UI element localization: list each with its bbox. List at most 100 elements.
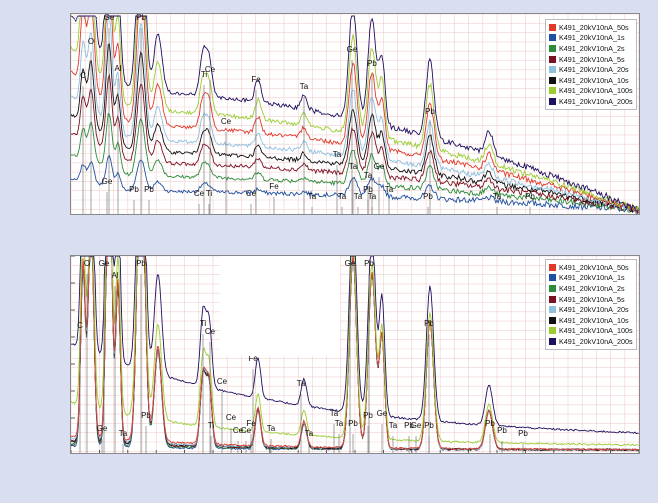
legend-swatch [549, 23, 556, 31]
element-label: Ce [194, 189, 205, 198]
legend-label: K491_20kV10nA_100s [559, 326, 633, 336]
legend-entry: K491_20kV10nA_20s [549, 64, 633, 75]
element-label: Ge [102, 177, 113, 186]
grid [71, 14, 639, 214]
legend-entry: K491_20kV10nA_200s [549, 96, 633, 107]
legend-swatch [549, 316, 556, 324]
legend-swatch [549, 34, 556, 42]
element-label: Pb [518, 429, 528, 438]
element-label: Ce [241, 426, 252, 435]
legend-entry: K491_20kV10nA_50s [549, 22, 633, 33]
element-label: Pb [364, 259, 374, 268]
legend-entry: K491_20kV10nA_5s [549, 54, 633, 65]
series-line [71, 14, 639, 212]
legend-entry: K491_20kV10nA_100s [549, 326, 633, 337]
element-label: Ti [201, 70, 208, 79]
legend-entry: K491_20kV10nA_2s [549, 43, 633, 54]
element-label: Pb [497, 426, 507, 435]
element-label: O [84, 259, 90, 268]
corner-label: Same sp [74, 16, 98, 22]
element-label: Ce [217, 377, 228, 386]
element-label: Ge [99, 259, 110, 268]
legend-entry: K491_20kV10nA_20s [549, 304, 633, 315]
legend-swatch [549, 44, 556, 52]
element-label: Ta [364, 171, 373, 180]
legend-top: K491_20kV10nA_50s K491_20kV10nA_1s K491_20… [545, 19, 637, 110]
legend-swatch [549, 66, 556, 74]
element-label: Fe [248, 354, 258, 363]
legend-swatch [549, 337, 556, 345]
legend-label: K491_20kV10nA_1s [559, 273, 625, 283]
legend-label: K491_20kV10nA_20s [559, 305, 629, 315]
element-label: Pb [485, 419, 495, 428]
series-line [71, 15, 639, 213]
legend-label: K491_20kV10nA_50s [559, 22, 629, 32]
legend-label: K491_20kV10nA_50s [559, 262, 629, 272]
element-label: Ta [349, 162, 358, 171]
element-label: Ta [308, 192, 317, 201]
legend-entry: K491_20kV10nA_2s [549, 283, 633, 294]
element-label: Ta [300, 82, 309, 91]
blank-overlay [220, 256, 340, 356]
element-label: Pb [348, 419, 358, 428]
element-label: Ge [347, 45, 358, 54]
legend-swatch [549, 97, 556, 105]
element-label: Pb [404, 421, 414, 430]
element-label: Ta [267, 424, 276, 433]
element-label: Ti [200, 319, 207, 328]
legend-label: K491_20kV10nA_1s [559, 33, 625, 43]
legend-entry: K491_20kV10nA_100s [549, 86, 633, 97]
element-label: Fe [251, 75, 261, 84]
legend-swatch [549, 327, 556, 335]
element-label: Ge [97, 424, 108, 433]
element-label: Ta [335, 419, 344, 428]
legend-swatch [549, 295, 556, 303]
element-label: Pb [141, 411, 151, 420]
element-label: Ta [297, 379, 306, 388]
element-label: C [80, 71, 86, 80]
element-label: Ge [345, 259, 356, 268]
element-label: Ta [119, 429, 128, 438]
element-label: Ta [354, 192, 363, 201]
element-label: Pb [424, 319, 434, 328]
series-line [71, 112, 639, 214]
legend-swatch [549, 263, 556, 271]
spectrum-chart-bottom: C O Ge Al Pb Ti Ce Fe Ta Ge Pb Ce Pb Ta Ti Ce Ce Ce Fe Ta Ta… [70, 255, 640, 454]
element-label: Ge [374, 162, 385, 171]
legend-label: K491_20kV10nA_2s [559, 283, 625, 293]
element-label: Ce [221, 117, 232, 126]
element-label: Ta [493, 192, 502, 201]
legend-entry: K491_20kV10nA_1s [549, 33, 633, 44]
element-label: Fe [246, 419, 256, 428]
element-label: Ce [233, 426, 244, 435]
legend-label: K491_20kV10nA_200s [559, 96, 633, 106]
element-label: Ti [206, 189, 213, 198]
element-label: Pb [144, 185, 154, 194]
element-label: Ta [385, 185, 394, 194]
element-label: Pb [525, 192, 535, 201]
element-label: C [77, 321, 83, 330]
element-label: Ta [368, 192, 377, 201]
element-label: Ge [104, 14, 115, 22]
legend-label: K491_20kV10nA_2s [559, 43, 625, 53]
element-label: Pb [367, 59, 377, 68]
series-line [71, 154, 639, 214]
legend-swatch [549, 284, 556, 292]
legend-label: K491_20kV10nA_20s [559, 65, 629, 75]
series-line [71, 42, 639, 214]
element-label: Pb [363, 185, 373, 194]
legend-entry: K491_20kV10nA_200s [549, 336, 633, 347]
element-label: Fe [269, 182, 279, 191]
element-label: Ce [205, 65, 216, 74]
legend-swatch [549, 87, 556, 95]
element-label: Pb [136, 14, 146, 22]
legend-label: K491_20kV10nA_100s [559, 86, 633, 96]
element-label: Al [111, 271, 118, 280]
legend-entry: K491_20kV10nA_50s [549, 262, 633, 273]
element-label: Ta [330, 409, 339, 418]
legend-label: K491_20kV10nA_200s [559, 336, 633, 346]
legend-label: K491_20kV10nA_5s [559, 54, 625, 64]
element-label: Pb [424, 421, 434, 430]
series-line [71, 15, 639, 214]
